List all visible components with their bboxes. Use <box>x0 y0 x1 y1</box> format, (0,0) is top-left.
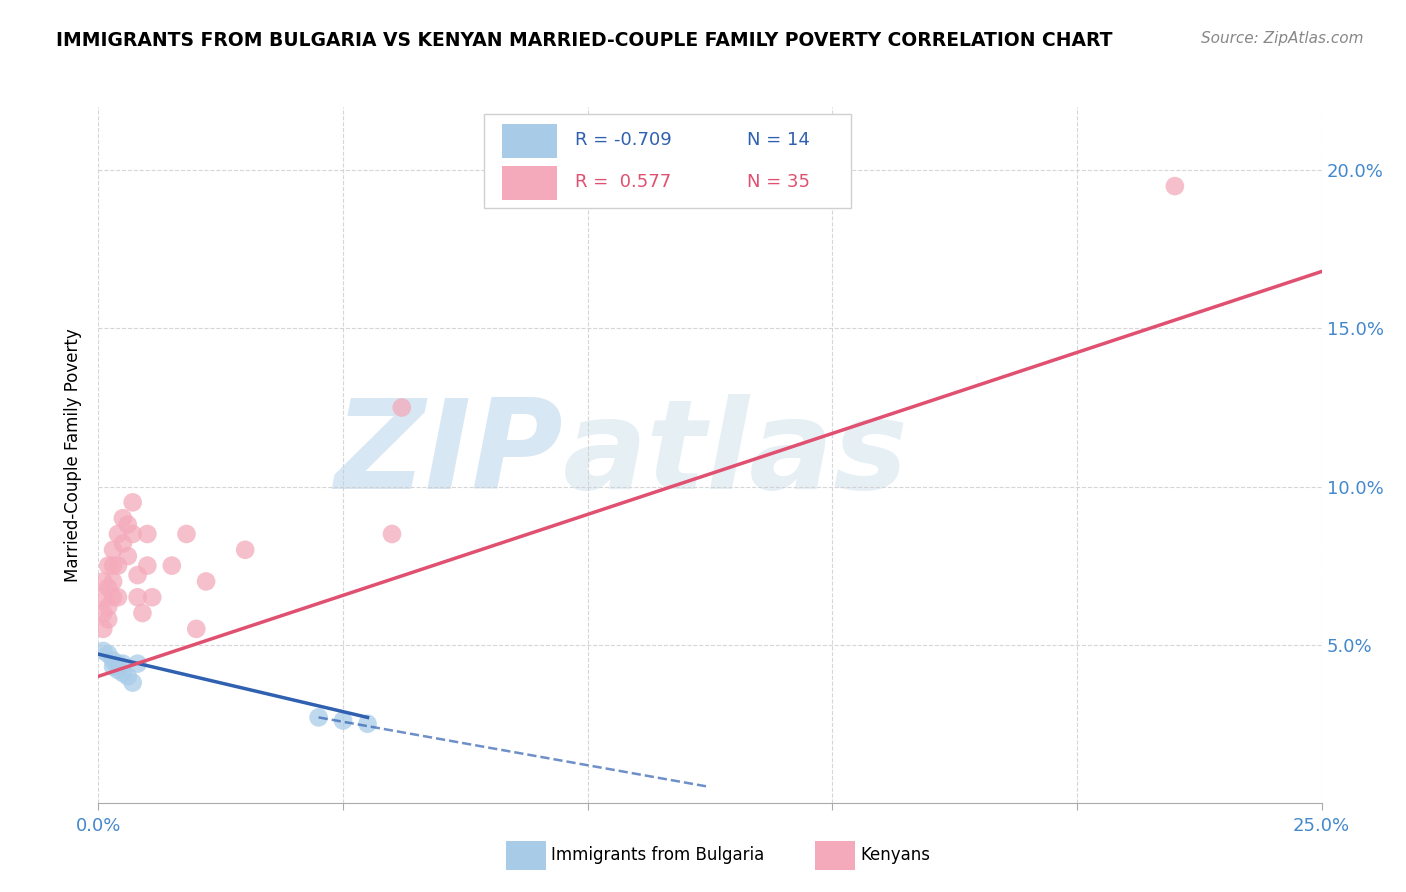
Point <box>107 527 129 541</box>
Point <box>107 663 129 677</box>
Point <box>1164 179 1187 194</box>
Point <box>131 606 153 620</box>
Bar <box>502 166 557 200</box>
Y-axis label: Married-Couple Family Poverty: Married-Couple Family Poverty <box>65 328 83 582</box>
Text: N = 14: N = 14 <box>747 131 810 150</box>
Text: atlas: atlas <box>564 394 910 516</box>
Point <box>91 591 114 605</box>
FancyBboxPatch shape <box>484 114 851 208</box>
Point <box>332 714 354 728</box>
Text: R =  0.577: R = 0.577 <box>575 173 672 191</box>
Point <box>91 644 114 658</box>
Point <box>127 657 149 671</box>
Point <box>186 622 208 636</box>
Point <box>101 542 124 557</box>
Point <box>97 612 120 626</box>
Point <box>101 591 124 605</box>
Point <box>91 606 114 620</box>
Point <box>107 591 129 605</box>
Point <box>97 581 120 595</box>
Point <box>117 549 139 563</box>
Point <box>101 558 124 573</box>
Point <box>160 558 183 573</box>
Point <box>121 527 143 541</box>
Bar <box>502 124 557 158</box>
Point <box>97 558 120 573</box>
Point <box>391 401 413 415</box>
Point <box>117 669 139 683</box>
Text: ZIP: ZIP <box>335 394 564 516</box>
Point <box>97 599 120 614</box>
Point <box>381 527 404 541</box>
Point <box>101 653 124 667</box>
Point <box>91 574 114 589</box>
Point <box>117 517 139 532</box>
Point <box>356 716 378 731</box>
Point <box>107 657 129 671</box>
Point <box>97 647 120 661</box>
Text: IMMIGRANTS FROM BULGARIA VS KENYAN MARRIED-COUPLE FAMILY POVERTY CORRELATION CHA: IMMIGRANTS FROM BULGARIA VS KENYAN MARRI… <box>56 31 1112 50</box>
Text: R = -0.709: R = -0.709 <box>575 131 672 150</box>
Text: Kenyans: Kenyans <box>860 847 931 864</box>
Point <box>111 666 134 681</box>
Text: Source: ZipAtlas.com: Source: ZipAtlas.com <box>1201 31 1364 46</box>
Point <box>141 591 163 605</box>
Point <box>308 710 330 724</box>
Text: N = 35: N = 35 <box>747 173 810 191</box>
Point <box>111 511 134 525</box>
Point <box>127 591 149 605</box>
Point <box>176 527 198 541</box>
Point <box>107 558 129 573</box>
Point <box>121 675 143 690</box>
Point <box>101 660 124 674</box>
Text: Immigrants from Bulgaria: Immigrants from Bulgaria <box>551 847 765 864</box>
Point <box>101 574 124 589</box>
Point <box>111 536 134 550</box>
Point <box>127 568 149 582</box>
Point <box>111 657 134 671</box>
Point <box>233 542 256 557</box>
Point <box>91 622 114 636</box>
Point <box>121 495 143 509</box>
Point <box>195 574 218 589</box>
Point <box>136 558 159 573</box>
Point <box>136 527 159 541</box>
